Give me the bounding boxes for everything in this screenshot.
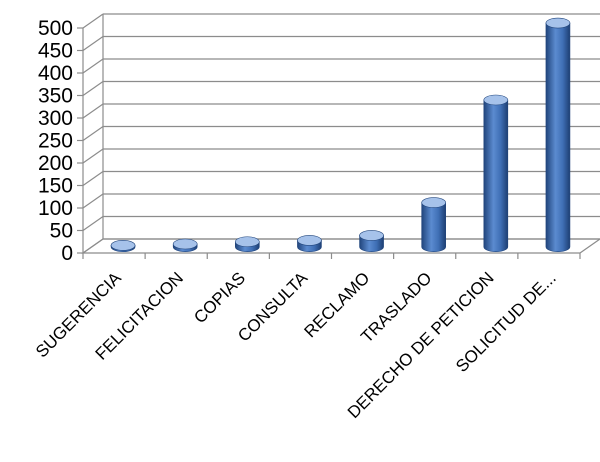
gridline-side xyxy=(82,193,104,209)
y-tick-label: 200 xyxy=(38,152,73,175)
bar-body xyxy=(421,202,446,252)
bar-top xyxy=(110,240,136,251)
y-tick-label: 500 xyxy=(38,17,73,40)
y-tick-label: 0 xyxy=(61,242,73,265)
gridline-side xyxy=(82,148,104,164)
gridline-side xyxy=(82,216,104,231)
y-tick-label: 100 xyxy=(38,197,73,220)
bar xyxy=(235,236,260,252)
gridline-side xyxy=(82,103,104,119)
chart-frame xyxy=(81,14,600,254)
y-tick-label: 400 xyxy=(38,62,73,85)
y-tick-label: 350 xyxy=(38,85,73,108)
bar xyxy=(172,238,198,252)
bar xyxy=(545,17,571,252)
y-tick-label: 150 xyxy=(38,175,73,198)
gridline-side xyxy=(82,58,104,74)
bar xyxy=(110,240,136,252)
bars xyxy=(110,17,571,252)
bar-top xyxy=(235,236,260,248)
bar-top xyxy=(483,94,509,106)
x-tick-label: COPIAS xyxy=(190,268,249,327)
y-tick-label: 300 xyxy=(38,107,73,130)
chart-floor xyxy=(81,238,600,254)
gridlines xyxy=(77,13,600,259)
bar xyxy=(421,197,446,252)
bar-body xyxy=(545,22,571,252)
bar xyxy=(359,230,384,252)
y-tick-label: 250 xyxy=(38,130,73,153)
bar-top xyxy=(297,235,322,246)
gridline-side xyxy=(82,126,104,141)
gridline-side xyxy=(82,238,104,254)
bar xyxy=(297,235,322,252)
gridline-side xyxy=(82,13,104,29)
gridline-side xyxy=(82,36,104,51)
bar-top xyxy=(545,17,571,29)
bar-top xyxy=(172,238,198,250)
gridline-side xyxy=(82,171,104,186)
bar xyxy=(483,94,509,252)
gridline-side xyxy=(82,81,104,96)
bar-body xyxy=(483,99,509,252)
y-tick-label: 450 xyxy=(38,40,73,63)
y-tick-label: 50 xyxy=(50,220,73,243)
bar-top xyxy=(421,197,446,208)
bar-top xyxy=(359,230,384,241)
